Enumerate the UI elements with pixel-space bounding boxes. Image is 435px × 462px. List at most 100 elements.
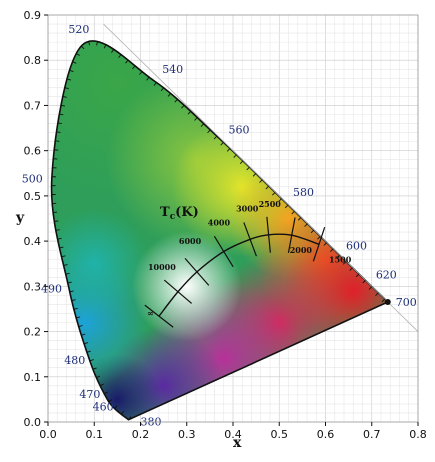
locus-tick	[99, 383, 104, 387]
locus-tick	[73, 307, 78, 310]
y-tick-label: 0.0	[24, 416, 42, 429]
wavelength-label-560: 560	[229, 124, 250, 137]
locus-tick	[111, 49, 115, 53]
locus-tick	[57, 122, 62, 125]
locus-tick	[252, 173, 257, 177]
isotemperature-line	[184, 257, 210, 286]
locus-tick	[81, 333, 86, 336]
locus-tick	[92, 367, 97, 370]
wavelength-label-490: 490	[41, 283, 62, 296]
locus-tick	[139, 71, 143, 75]
x-tick-label: 0.2	[132, 428, 150, 441]
locus-tick	[355, 273, 360, 278]
locus-tick	[72, 61, 77, 64]
locus-tick	[118, 54, 122, 58]
isotemperature-line	[243, 222, 257, 257]
locus-tick	[181, 104, 185, 109]
locus-tick	[66, 78, 71, 81]
locus-tick	[108, 399, 113, 403]
axes: 0.0 0.1 0.2 0.3 0.4 0.5 0.6 0.7 0.8 0.0 0.1 0.2 0.3 0…	[24, 9, 427, 441]
isotemperature-line	[144, 304, 174, 328]
locus-tick	[128, 416, 132, 421]
locus-tick	[61, 255, 66, 258]
locus-tick	[272, 192, 276, 196]
locus-tick	[174, 98, 178, 103]
isotemperature-line	[213, 235, 234, 268]
x-tick-label: 0.5	[271, 428, 289, 441]
locus-tick	[62, 95, 67, 98]
y-tick-label: 0.6	[24, 145, 42, 158]
locus-tick	[64, 87, 69, 90]
temperature-label: 4000	[208, 218, 231, 228]
x-axis-label: x	[233, 435, 242, 451]
locus-tick	[55, 229, 60, 231]
locus-tick	[246, 166, 250, 171]
locus-tick	[55, 140, 60, 142]
isotemperature-line	[287, 217, 296, 254]
locus-tick	[375, 292, 379, 296]
locus-tick	[88, 41, 90, 46]
locus-tick	[114, 405, 118, 409]
locus-tick	[187, 111, 192, 115]
wavelength-label-520: 520	[68, 23, 89, 36]
locus-tick	[83, 342, 89, 345]
locus-tick	[297, 217, 302, 221]
locus-tick	[349, 267, 353, 271]
x-tick-label: 0.8	[409, 428, 427, 441]
locus-tick	[54, 220, 59, 222]
y-tick-label: 0.1	[24, 371, 42, 384]
locus-tick	[59, 246, 64, 249]
locus-tick	[104, 391, 109, 395]
locus-tick	[153, 82, 157, 86]
locus-tick	[278, 198, 282, 202]
planckian-locus-title: Tc(K)	[160, 205, 199, 222]
y-tick-label: 0.3	[24, 280, 42, 293]
wavelength-label-600: 600	[346, 240, 367, 253]
x-tick-label: 0.3	[178, 428, 196, 441]
locus-tick	[69, 69, 74, 72]
locus-tick	[78, 325, 83, 328]
temperature-label: 3000	[236, 203, 259, 213]
locus-tick	[220, 141, 224, 146]
color-region	[131, 231, 242, 342]
locus-tick	[132, 65, 136, 70]
isotemperature-line	[266, 216, 271, 253]
y-tick-label: 0.4	[24, 235, 42, 248]
y-tick-label: 0.9	[24, 9, 42, 22]
locus-tick	[69, 290, 74, 293]
y-axis-label: y	[15, 210, 25, 226]
locus-endpoint-700	[384, 299, 391, 306]
locus-tick	[310, 229, 315, 234]
locus-tick	[59, 113, 64, 116]
locus-tick	[60, 104, 66, 107]
wavelength-label-700: 700	[396, 296, 417, 309]
x-tick-label: 0.1	[86, 428, 104, 441]
y-tick-label: 0.8	[24, 54, 42, 67]
locus-tick	[67, 281, 72, 284]
locus-tick	[57, 237, 62, 240]
wavelength-label-540: 540	[162, 63, 183, 76]
isotemperature-line	[312, 227, 326, 262]
locus-tick	[71, 299, 76, 302]
wavelength-label-480: 480	[64, 354, 85, 367]
locus-tick	[167, 93, 171, 97]
planckian-locus	[158, 233, 320, 317]
locus-tick	[342, 261, 347, 265]
locus-tick	[336, 254, 340, 259]
locus-tick	[194, 117, 198, 121]
temperature-label: 2500	[259, 199, 282, 209]
y-tick-label: 0.7	[24, 99, 42, 112]
locus-tick	[200, 123, 205, 127]
wavelength-label-500: 500	[22, 173, 43, 186]
locus-tick	[330, 248, 334, 253]
isotemperature-line	[163, 279, 193, 304]
temperature-label: 2000	[290, 245, 313, 255]
locus-tick	[96, 41, 99, 46]
locus-tick	[65, 272, 70, 275]
locus-tick	[291, 210, 295, 215]
color-region	[51, 208, 150, 319]
locus-tick	[259, 179, 263, 183]
